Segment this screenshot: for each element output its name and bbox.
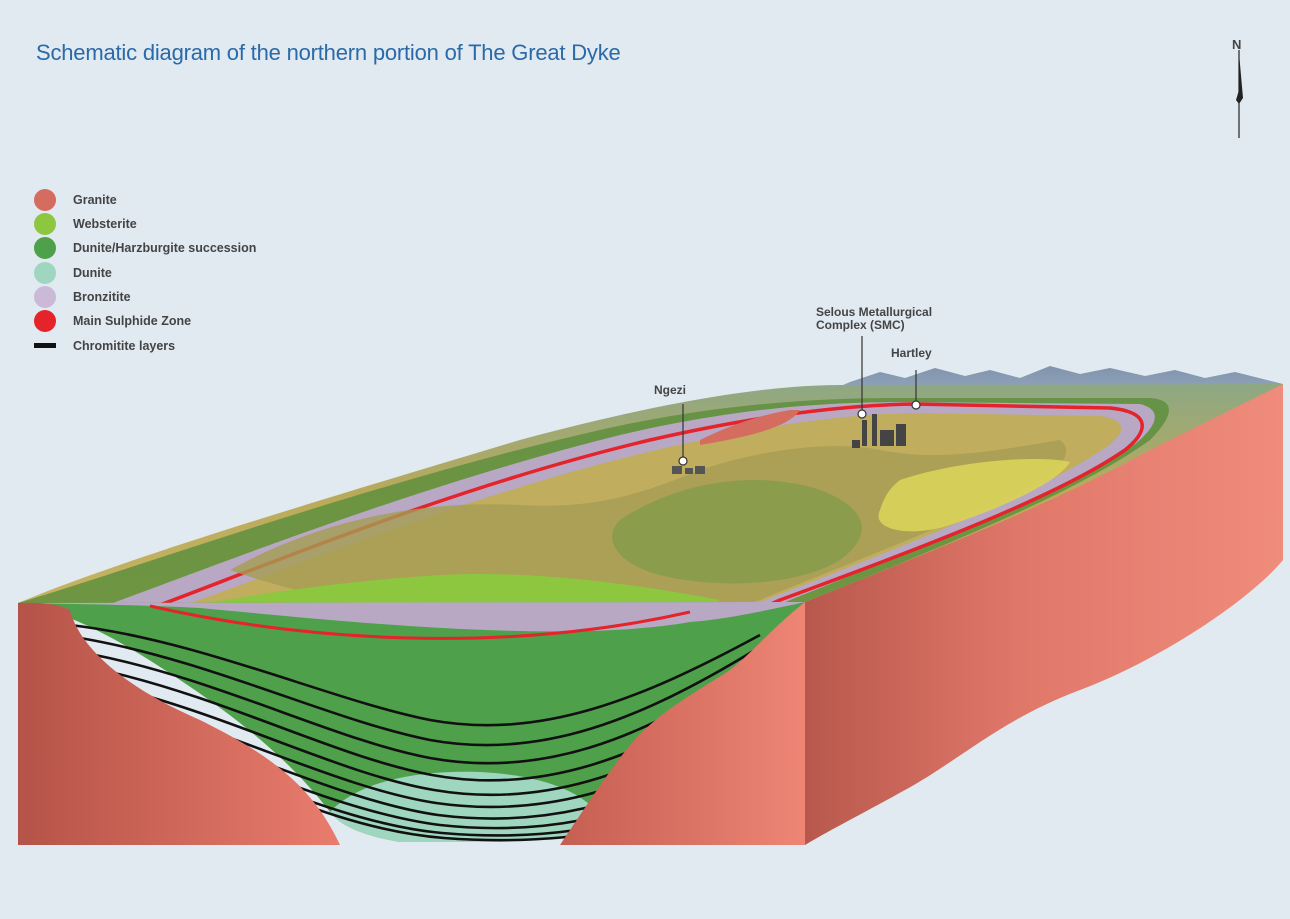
legend-label: Dunite <box>73 265 112 280</box>
legend-item-chromitite-layers: Chromitite layers <box>34 334 256 357</box>
legend-label: Bronzitite <box>73 290 131 305</box>
page-title: Schematic diagram of the northern portio… <box>36 40 621 65</box>
legend-label: Granite <box>73 192 117 207</box>
main-sulphide-zone-swatch-icon <box>34 310 56 333</box>
legend-label: Websterite <box>73 216 137 231</box>
north-label: N <box>1232 37 1242 52</box>
right-granite-face <box>805 384 1283 845</box>
smc-plant-icon <box>852 414 906 448</box>
front-middle-granite <box>560 602 805 845</box>
hartley-label: Hartley <box>891 346 932 360</box>
granite-swatch-icon <box>34 188 56 211</box>
smc-label-line1: Selous Metallurgical <box>816 305 933 319</box>
bronzitite-swatch-icon <box>34 286 56 309</box>
legend-label: Main Sulphide Zone <box>73 314 192 329</box>
back-granite-outcrop <box>700 410 800 445</box>
hill-yellow <box>878 459 1070 532</box>
cross-section-top-bands <box>18 602 805 632</box>
front-left-granite <box>18 602 340 845</box>
legend-item-granite: Granite <box>34 188 256 211</box>
legend-item-dunite-harzburgite: Dunite/Harzburgite succession <box>34 237 256 260</box>
websterite-swatch-icon <box>34 212 56 235</box>
dunite-swatch-icon <box>34 261 56 284</box>
legend: Granite Websterite Dunite/Harzburgite su… <box>34 188 256 359</box>
legend-item-main-sulphide-zone: Main Sulphide Zone <box>34 310 256 333</box>
cross-section-red-top <box>149 604 691 640</box>
north-arrow-icon <box>1236 50 1243 138</box>
smc-label: Selous Metallurgical Complex (SMC) <box>816 306 932 332</box>
chromitite-swatch-icon <box>34 343 56 349</box>
legend-item-websterite: Websterite <box>34 212 256 235</box>
ngezi-label: Ngezi <box>654 383 687 397</box>
callout-lines <box>678 336 921 466</box>
legend-label: Dunite/Harzburgite succession <box>73 241 257 256</box>
legend-item-bronzitite: Bronzitite <box>34 286 256 309</box>
ngezi-settlement-icon <box>672 466 705 474</box>
smc-label-line2: Complex (SMC) <box>816 318 905 332</box>
dunite-harzburgite-swatch-icon <box>34 237 56 260</box>
legend-item-dunite: Dunite <box>34 261 256 284</box>
legend-label: Chromitite layers <box>73 338 176 353</box>
hill-green <box>612 480 862 584</box>
